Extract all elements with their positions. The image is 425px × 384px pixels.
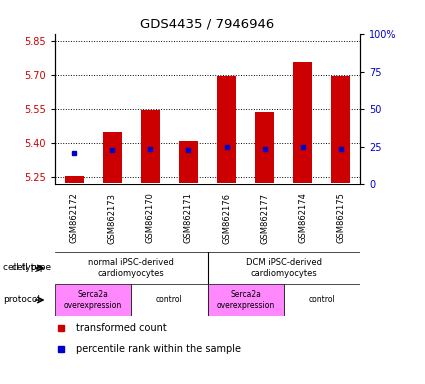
Text: control: control xyxy=(156,296,183,305)
Bar xyxy=(131,284,207,316)
Text: cell type: cell type xyxy=(11,263,51,273)
Text: normal iPSC-derived
cardiomyocytes: normal iPSC-derived cardiomyocytes xyxy=(88,258,174,278)
Text: GSM862176: GSM862176 xyxy=(222,192,231,243)
Text: DCM iPSC-derived
cardiomyocytes: DCM iPSC-derived cardiomyocytes xyxy=(246,258,322,278)
Bar xyxy=(207,284,284,316)
Bar xyxy=(332,76,351,183)
Bar xyxy=(255,113,274,183)
Text: GSM862171: GSM862171 xyxy=(184,192,193,243)
Title: GDS4435 / 7946946: GDS4435 / 7946946 xyxy=(140,17,275,30)
Text: Serca2a
overexpression: Serca2a overexpression xyxy=(216,290,275,310)
Text: transformed count: transformed count xyxy=(76,323,167,333)
Text: percentile rank within the sample: percentile rank within the sample xyxy=(76,344,241,354)
Text: GSM862172: GSM862172 xyxy=(70,192,79,243)
Bar xyxy=(179,141,198,183)
Bar xyxy=(55,284,131,316)
Bar xyxy=(103,132,122,183)
Text: GSM862170: GSM862170 xyxy=(146,192,155,243)
Bar xyxy=(141,110,160,183)
Text: GSM862174: GSM862174 xyxy=(298,192,307,243)
Text: GSM862177: GSM862177 xyxy=(260,192,269,243)
Text: protocol: protocol xyxy=(3,296,40,305)
Text: Serca2a
overexpression: Serca2a overexpression xyxy=(64,290,122,310)
Bar xyxy=(293,63,312,183)
Bar xyxy=(284,284,360,316)
Bar xyxy=(65,176,84,183)
Text: control: control xyxy=(309,296,335,305)
Bar xyxy=(217,76,236,183)
Text: cell type: cell type xyxy=(3,263,42,273)
Text: GSM862175: GSM862175 xyxy=(337,192,346,243)
Text: GSM862173: GSM862173 xyxy=(108,192,117,243)
